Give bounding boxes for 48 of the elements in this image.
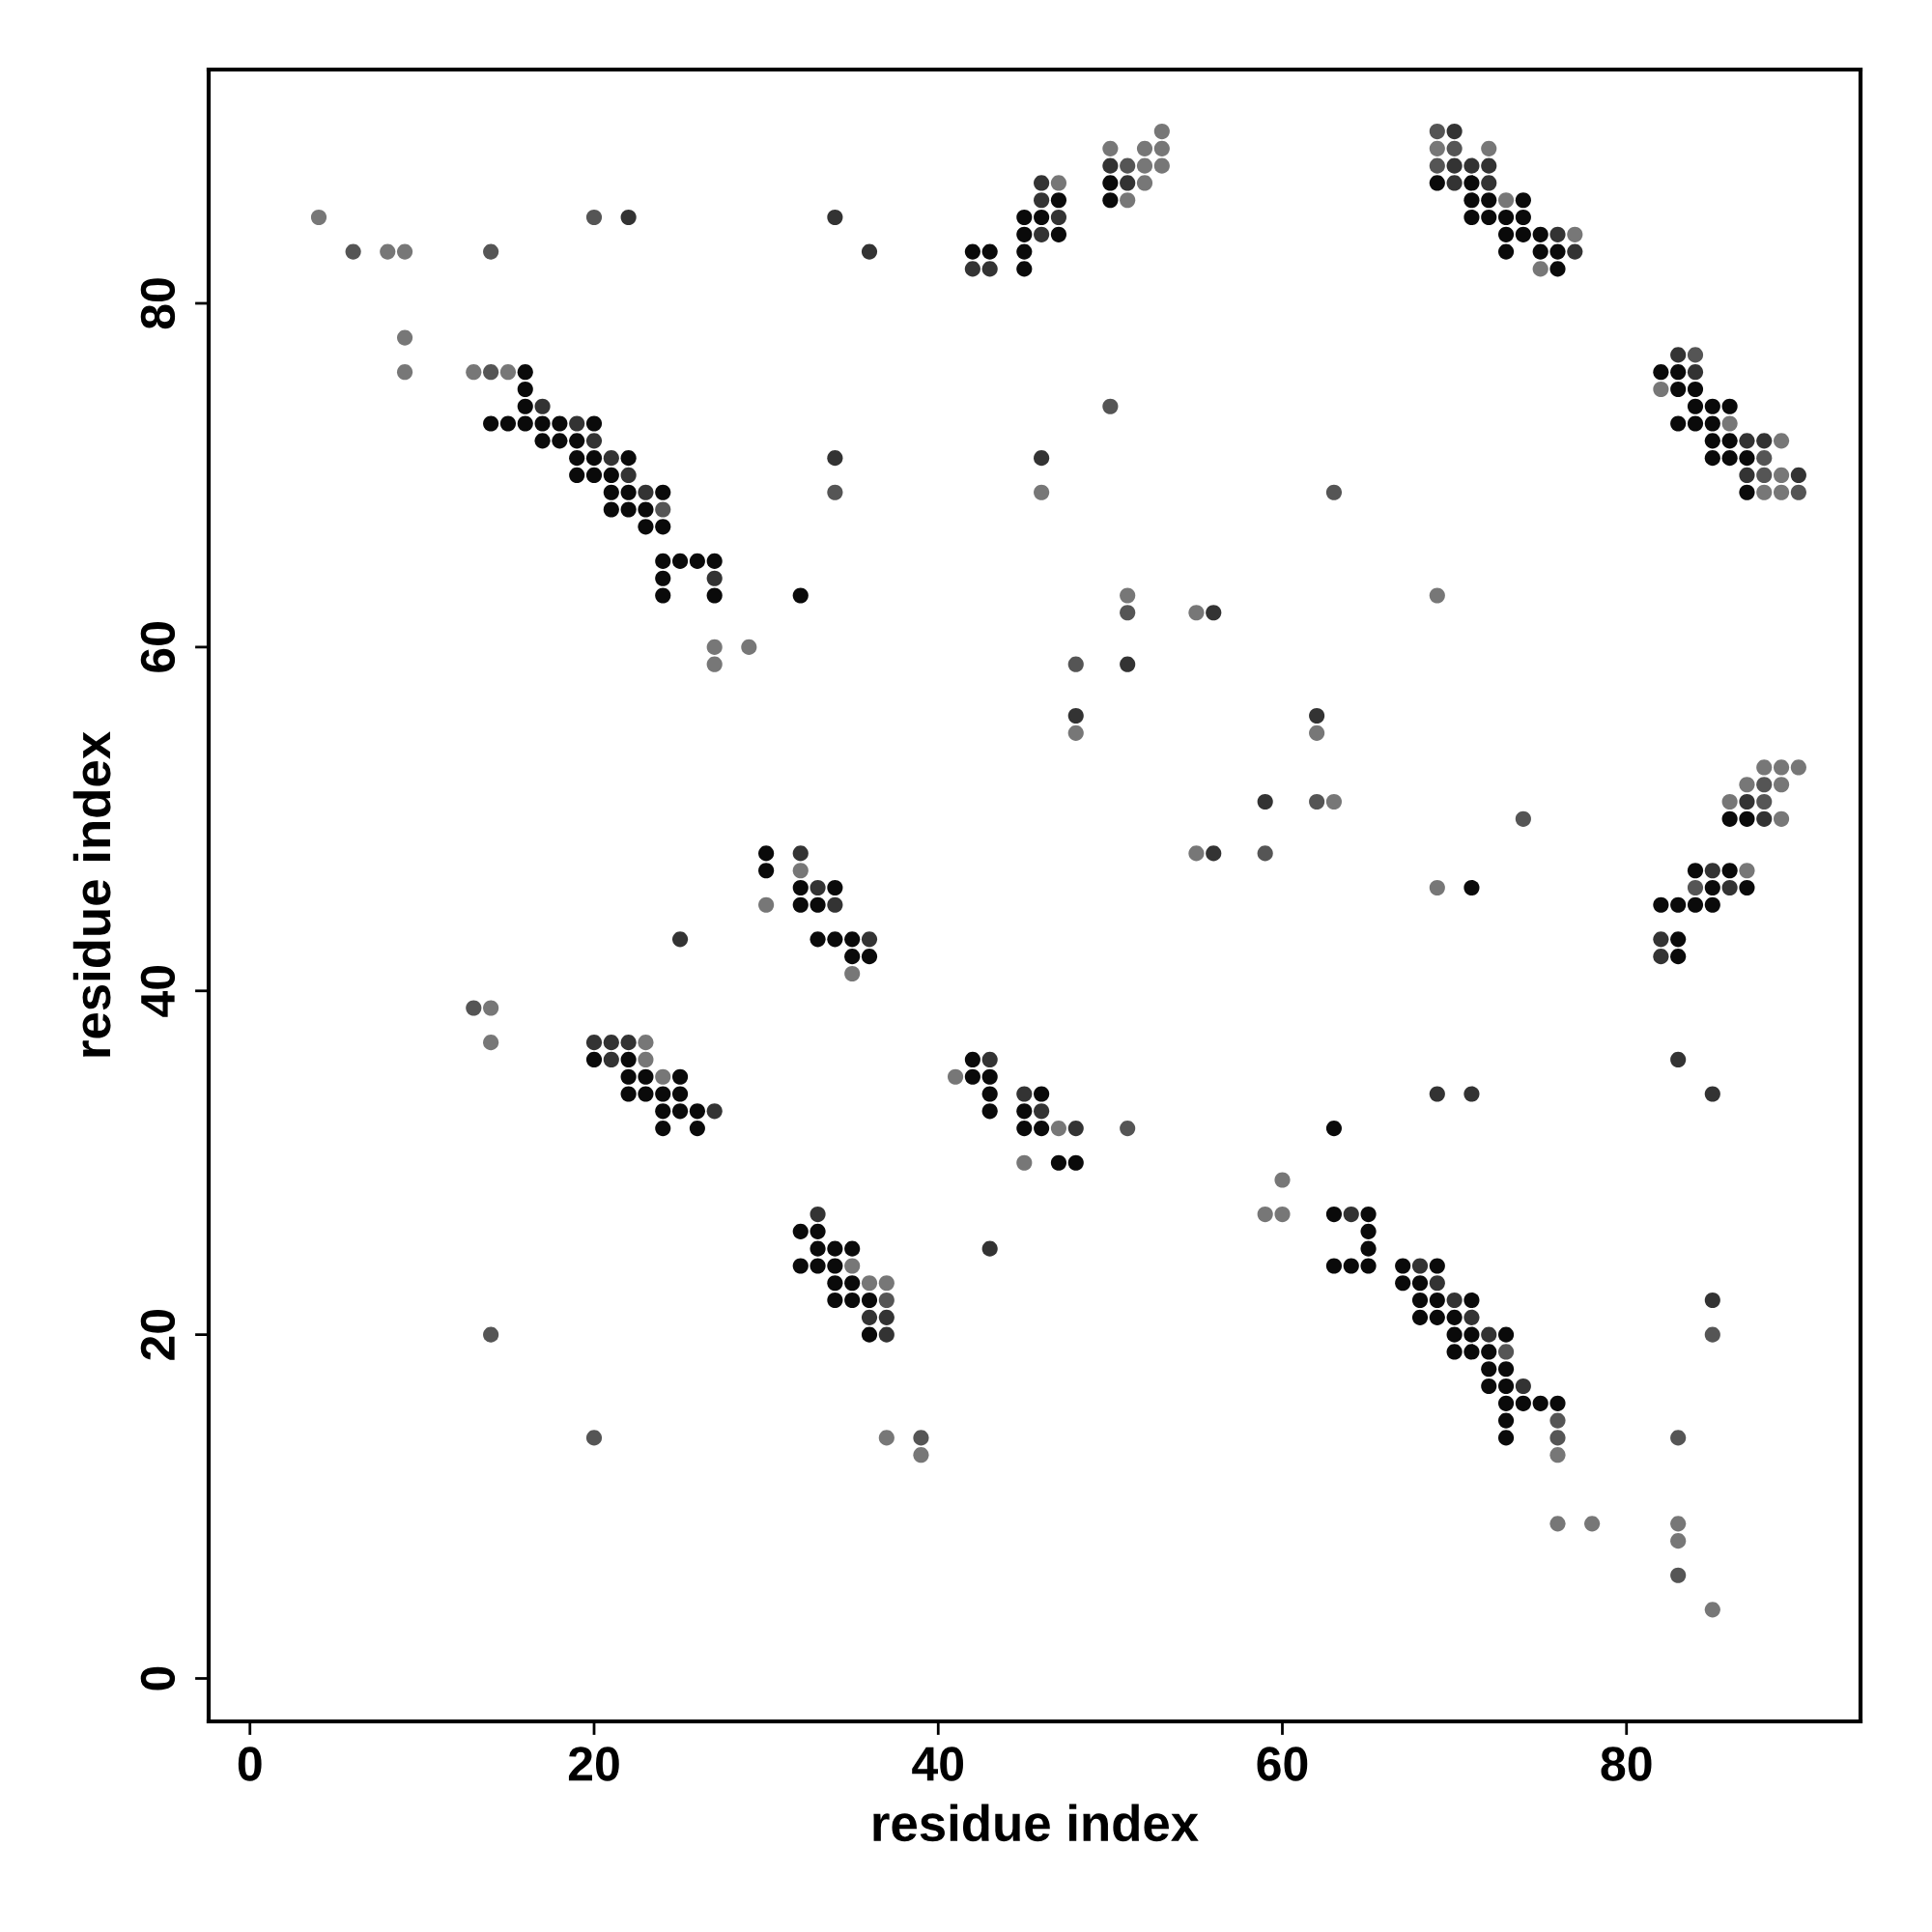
point <box>483 243 499 260</box>
point <box>1704 1326 1720 1343</box>
point <box>345 243 361 260</box>
x-tick-label: 0 <box>238 1747 262 1781</box>
point <box>1120 1121 1136 1137</box>
point <box>1756 777 1773 793</box>
point <box>1446 140 1463 156</box>
x-tick-label: 80 <box>1601 1747 1652 1781</box>
point <box>466 1000 482 1016</box>
point <box>1790 484 1806 500</box>
point <box>913 1430 929 1446</box>
point <box>1687 347 1704 363</box>
point <box>827 484 843 500</box>
point <box>1102 398 1119 414</box>
point <box>1670 1430 1687 1446</box>
y-tick-label: 80 <box>140 278 176 329</box>
y-tick-label: 20 <box>140 1309 176 1360</box>
point <box>878 1292 895 1309</box>
x-tick-label: 20 <box>568 1747 619 1781</box>
point <box>585 1430 603 1446</box>
point <box>1549 1430 1566 1446</box>
point <box>1120 157 1136 174</box>
point <box>1756 467 1773 484</box>
point <box>655 501 671 518</box>
y-axis-title: residue index <box>72 731 111 1057</box>
point <box>1429 157 1445 174</box>
point <box>1309 793 1325 810</box>
point <box>483 364 499 381</box>
point <box>1687 879 1704 896</box>
point <box>1515 810 1531 827</box>
point <box>1429 123 1445 140</box>
point <box>1670 1567 1687 1583</box>
x-tick-label: 40 <box>912 1747 964 1781</box>
y-tick-label: 0 <box>140 1666 176 1690</box>
point <box>1120 605 1136 621</box>
point <box>483 1326 499 1343</box>
point <box>1549 1412 1566 1429</box>
point <box>1067 656 1084 672</box>
point <box>585 209 603 226</box>
point <box>1325 484 1343 500</box>
y-tick-label: 60 <box>140 622 176 672</box>
x-tick-label: 60 <box>1257 1747 1308 1781</box>
point <box>1756 450 1773 467</box>
point <box>1498 1344 1515 1360</box>
y-tick-label: 40 <box>140 966 176 1017</box>
point <box>1257 845 1273 862</box>
point <box>1756 793 1773 810</box>
x-axis-title: residue index <box>873 1804 1199 1842</box>
